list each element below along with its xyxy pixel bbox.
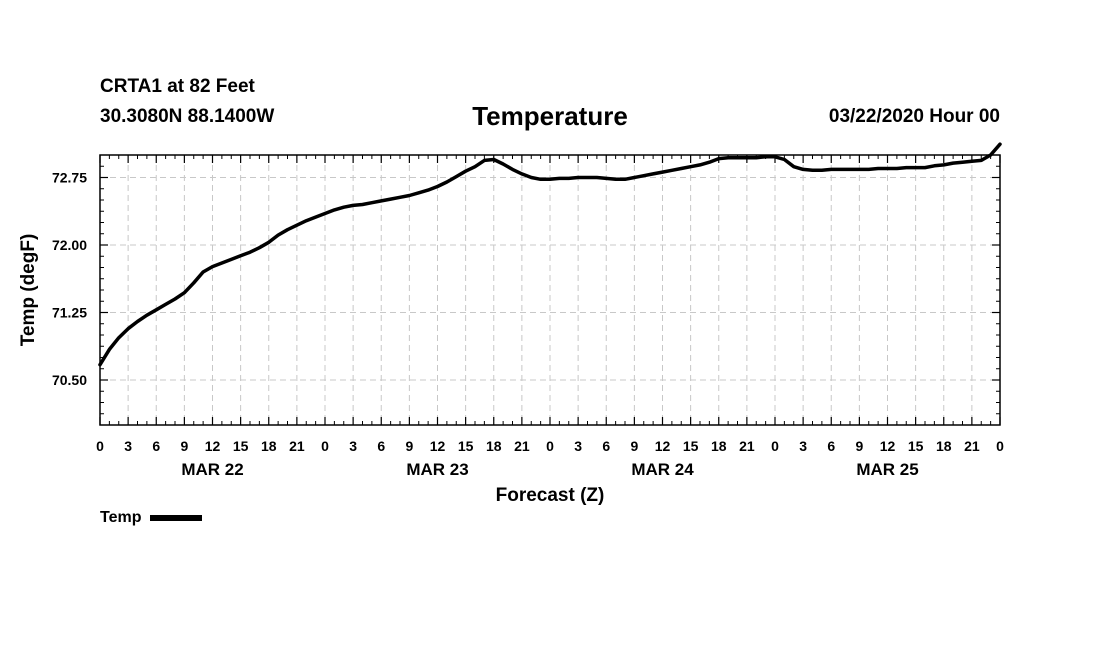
y-tick-label: 72.00 [52,237,87,253]
x-tick-label: 6 [602,438,610,454]
x-tick-label: 9 [405,438,413,454]
x-tick-label: 12 [205,438,221,454]
x-tick-label: 0 [771,438,779,454]
x-tick-label: 6 [377,438,385,454]
x-tick-label: 6 [152,438,160,454]
axis-ticks [99,154,1001,426]
x-tick-label: 15 [233,438,249,454]
x-tick-label: 3 [349,438,357,454]
x-tick-label: 21 [964,438,980,454]
legend-line-swatch [150,515,203,521]
x-tick-label: 21 [289,438,305,454]
tick-labels: 0 3 6 9 12 15 18 21 0 3 6 9 12 15 18 21 0 3 6 9 12 15 18 21 0 3 6 9… [52,170,1004,480]
x-tick-label: 6 [827,438,835,454]
x-tick-label: 3 [124,438,132,454]
x-tick-label: 12 [430,438,446,454]
forecast-datetime: 03/22/2020 Hour 00 [828,106,1000,127]
x-tick-label: 21 [739,438,755,454]
y-tick-label: 71.25 [52,305,87,321]
y-tick-label: 72.75 [52,170,87,186]
x-tick-label: 12 [880,438,896,454]
temp-series-line [98,142,1002,367]
x-tick-label: 9 [855,438,863,454]
coordinates-label: 30.3080N 88.1400W [100,106,275,127]
x-tick-label: 9 [630,438,638,454]
x-tick-label: 18 [486,438,502,454]
x-tick-label: 0 [996,438,1004,454]
x-axis-label: Forecast (Z) [496,485,605,506]
x-day-label: MAR 24 [631,460,694,479]
x-day-label: MAR 22 [181,460,243,479]
x-tick-label: 21 [514,438,530,454]
x-tick-label: 3 [799,438,807,454]
x-tick-label: 15 [683,438,699,454]
legend: Temp [100,509,203,527]
x-tick-label: 0 [96,438,104,454]
y-axis-label: Temp (degF) [18,234,39,347]
x-tick-label: 3 [574,438,582,454]
chart-title: Temperature [472,101,628,131]
x-tick-label: 18 [711,438,727,454]
x-day-label: MAR 25 [856,460,918,479]
x-tick-label: 0 [546,438,554,454]
station-label: CRTA1 at 82 Feet [100,76,255,97]
x-tick-label: 18 [261,438,277,454]
x-tick-label: 15 [458,438,474,454]
x-day-label: MAR 23 [406,460,468,479]
x-tick-label: 0 [321,438,329,454]
x-tick-label: 12 [655,438,671,454]
grid-lines [100,155,1000,425]
x-tick-label: 9 [180,438,188,454]
y-tick-label: 70.50 [52,372,87,388]
x-tick-label: 15 [908,438,924,454]
legend-label: Temp [100,509,142,526]
x-tick-label: 18 [936,438,952,454]
